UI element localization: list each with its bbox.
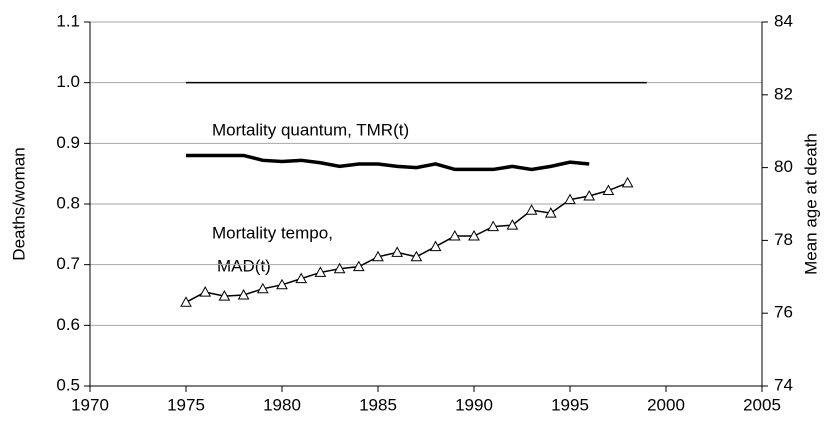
triangle-marker [352, 260, 365, 272]
triangle-marker [429, 240, 442, 252]
triangle-marker [487, 220, 500, 232]
x-tick-label: 1990 [455, 395, 493, 414]
triangle-marker [218, 290, 231, 301]
triangle-marker [276, 278, 288, 290]
y2-tick-label: 82 [774, 84, 793, 103]
annotation: Mortality quantum, TMR(t) [212, 120, 409, 139]
triangle-marker [391, 246, 404, 257]
y-tick-label: 0.9 [56, 133, 80, 152]
triangle-marker [583, 189, 596, 201]
triangle-marker [544, 207, 557, 218]
x-tick-label: 1970 [71, 395, 109, 414]
y-tick-label: 0.5 [56, 375, 80, 394]
x-tick-label: 1995 [551, 395, 589, 414]
triangle-marker [410, 250, 423, 262]
triangle-marker [602, 184, 615, 196]
x-tick-label: 1975 [167, 395, 205, 414]
triangle-marker [468, 230, 480, 241]
series-line [186, 153, 590, 172]
y2-tick-label: 84 [774, 11, 793, 30]
y2-tick-label: 76 [774, 303, 793, 322]
y-tick-label: 0.6 [56, 315, 80, 334]
triangle-marker [199, 286, 212, 297]
triangle-marker [180, 296, 192, 307]
triangle-marker [372, 250, 384, 262]
series-line [185, 182, 628, 303]
triangle-marker [448, 230, 461, 241]
y-tick-label: 1.1 [56, 11, 80, 30]
triangle-marker [256, 282, 269, 294]
annotation: MAD(t) [217, 256, 271, 275]
x-tick-label: 1980 [263, 395, 301, 414]
triangle-marker [621, 176, 634, 188]
triangle-marker [564, 193, 576, 205]
triangle-marker [295, 272, 308, 284]
y-axis-label: Deaths/woman [9, 147, 28, 260]
y-tick-label: 1.0 [56, 72, 80, 91]
x-tick-label: 2005 [743, 395, 781, 414]
y2-tick-label: 74 [774, 375, 793, 394]
triangle-marker [237, 288, 250, 300]
x-tick-label: 1985 [359, 395, 397, 414]
triangle-marker [506, 219, 519, 230]
y2-tick-label: 80 [774, 157, 793, 176]
y-tick-label: 0.7 [56, 254, 80, 273]
y2-axis-label: Mean age at death [801, 133, 820, 275]
y2-tick-label: 78 [774, 230, 793, 249]
triangle-marker [314, 266, 327, 277]
triangle-marker [333, 262, 346, 274]
triangle-marker [525, 204, 538, 215]
y-tick-label: 0.8 [56, 193, 80, 212]
annotation: Mortality tempo, [212, 223, 333, 242]
x-tick-label: 2000 [647, 395, 685, 414]
